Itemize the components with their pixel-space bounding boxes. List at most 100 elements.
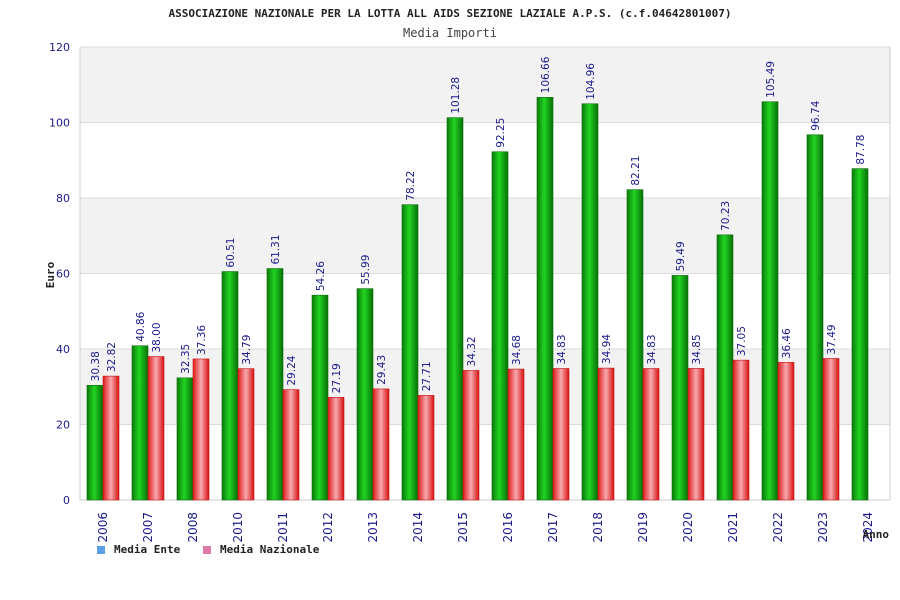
bar-media-nazionale-2023 bbox=[822, 358, 840, 501]
bar-media-nazionale-2008 bbox=[192, 358, 210, 501]
x-tick-label-2015: 2015 bbox=[456, 512, 470, 543]
bar-media-nazionale-2018 bbox=[597, 367, 615, 501]
data-label: 38.00 bbox=[151, 322, 163, 352]
data-label: 70.23 bbox=[720, 201, 732, 231]
data-label: 78.22 bbox=[405, 171, 417, 201]
x-tick-label-2023: 2023 bbox=[816, 512, 830, 543]
data-label: 34.83 bbox=[556, 334, 568, 364]
data-label: 40.86 bbox=[135, 311, 147, 341]
data-label: 92.25 bbox=[495, 118, 507, 148]
x-tick-label-2022: 2022 bbox=[771, 512, 785, 543]
bar-media-nazionale-2022 bbox=[777, 362, 795, 501]
data-label: 34.94 bbox=[601, 334, 613, 364]
bar-media-nazionale-2013 bbox=[372, 388, 390, 501]
bar-media-nazionale-2017 bbox=[552, 368, 570, 501]
x-tick-label-2021: 2021 bbox=[726, 512, 740, 543]
bars bbox=[86, 97, 869, 501]
plot-band bbox=[80, 122, 890, 198]
bar-media-ente-2006 bbox=[86, 385, 104, 501]
bar-media-ente-2016 bbox=[491, 151, 509, 501]
legend-swatch-media-nazionale bbox=[203, 546, 211, 554]
plot-band bbox=[80, 47, 890, 123]
x-tick-label-2010: 2010 bbox=[231, 512, 245, 543]
plot-band bbox=[80, 349, 890, 425]
bar-media-nazionale-2012 bbox=[327, 397, 345, 501]
data-label: 54.26 bbox=[315, 261, 327, 291]
y-axis-label: Euro bbox=[44, 261, 57, 288]
plot-background-bands bbox=[80, 47, 890, 500]
x-tick-label-2014: 2014 bbox=[411, 512, 425, 543]
bar-media-ente-2017 bbox=[536, 97, 554, 501]
x-tick-label-2019: 2019 bbox=[636, 512, 650, 543]
x-tick-label-2008: 2008 bbox=[186, 512, 200, 543]
data-label: 37.49 bbox=[826, 324, 838, 354]
y-axis-ticks: 0 20 40 60 80 100 120 bbox=[49, 41, 70, 507]
y-tick-label: 0 bbox=[63, 494, 70, 507]
bar-media-nazionale-2011 bbox=[282, 389, 300, 501]
data-label: 60.51 bbox=[225, 238, 237, 268]
x-tick-label-2006: 2006 bbox=[96, 512, 110, 543]
bar-media-nazionale-2010 bbox=[237, 368, 255, 501]
bar-media-ente-2010 bbox=[221, 271, 239, 501]
bar-media-ente-2023 bbox=[806, 134, 824, 501]
x-tick-label-2007: 2007 bbox=[141, 512, 155, 543]
data-label: 29.43 bbox=[376, 355, 388, 385]
legend-label-media-ente: Media Ente bbox=[114, 543, 181, 556]
data-label: 30.38 bbox=[90, 351, 102, 381]
bar-media-nazionale-2006 bbox=[102, 375, 120, 501]
bar-media-nazionale-2016 bbox=[507, 368, 525, 501]
data-label: 37.05 bbox=[736, 326, 748, 356]
data-label: 29.24 bbox=[286, 355, 298, 385]
bar-media-ente-2022 bbox=[761, 101, 779, 501]
x-tick-label-2020: 2020 bbox=[681, 512, 695, 543]
x-tick-label-2011: 2011 bbox=[276, 512, 290, 543]
grid-lines bbox=[79, 46, 891, 501]
bar-media-ente-2024 bbox=[851, 168, 869, 501]
data-label: 34.83 bbox=[646, 334, 658, 364]
bar-media-nazionale-2014 bbox=[417, 395, 435, 501]
bar-media-ente-2008 bbox=[176, 377, 194, 501]
legend-swatch-media-ente bbox=[97, 546, 105, 554]
data-label: 104.96 bbox=[585, 63, 597, 100]
data-label: 55.99 bbox=[360, 255, 372, 285]
data-label: 101.28 bbox=[450, 77, 462, 114]
bar-media-ente-2019 bbox=[626, 189, 644, 501]
data-label: 32.35 bbox=[180, 344, 192, 374]
bar-media-nazionale-2019 bbox=[642, 368, 660, 501]
bar-media-ente-2013 bbox=[356, 288, 374, 501]
x-axis-label: Anno bbox=[863, 528, 890, 541]
x-tick-label-2017: 2017 bbox=[546, 512, 560, 543]
data-label: 82.21 bbox=[630, 156, 642, 186]
bar-media-ente-2018 bbox=[581, 103, 599, 501]
bar-media-nazionale-2021 bbox=[732, 359, 750, 501]
bar-media-nazionale-2015 bbox=[462, 370, 480, 501]
y-tick-label: 40 bbox=[56, 343, 70, 356]
bar-media-ente-2012 bbox=[311, 294, 329, 501]
x-tick-label-2012: 2012 bbox=[321, 512, 335, 543]
bar-media-ente-2007 bbox=[131, 345, 149, 501]
plot-band bbox=[80, 198, 890, 274]
plot-band bbox=[80, 273, 890, 349]
data-label: 61.31 bbox=[270, 234, 282, 264]
bar-media-ente-2014 bbox=[401, 204, 419, 501]
data-label: 106.66 bbox=[540, 56, 552, 93]
data-label: 105.49 bbox=[765, 61, 777, 98]
chart-subtitle: Media Importi bbox=[403, 26, 497, 40]
x-tick-label-2018: 2018 bbox=[591, 512, 605, 543]
data-label: 37.36 bbox=[196, 325, 208, 355]
legend: Media Ente Media Nazionale bbox=[97, 543, 320, 556]
bar-media-nazionale-2020 bbox=[687, 368, 705, 501]
x-tick-label-2024: 2024 bbox=[861, 512, 875, 543]
data-label: 96.74 bbox=[810, 100, 822, 130]
x-axis-ticks: 2006 2007 2008 2010 2011 2012 2013 2014 2015 2016… bbox=[96, 512, 875, 543]
data-label: 87.78 bbox=[855, 135, 867, 165]
bar-media-ente-2011 bbox=[266, 268, 284, 501]
bar-media-ente-2020 bbox=[671, 275, 689, 501]
legend-label-media-nazionale: Media Nazionale bbox=[220, 543, 320, 556]
data-label: 36.46 bbox=[781, 328, 793, 358]
y-tick-label: 120 bbox=[49, 41, 70, 54]
y-tick-label: 20 bbox=[56, 419, 70, 432]
chart-title: ASSOCIAZIONE NAZIONALE PER LA LOTTA ALL … bbox=[169, 7, 732, 20]
data-label: 32.82 bbox=[106, 342, 118, 372]
